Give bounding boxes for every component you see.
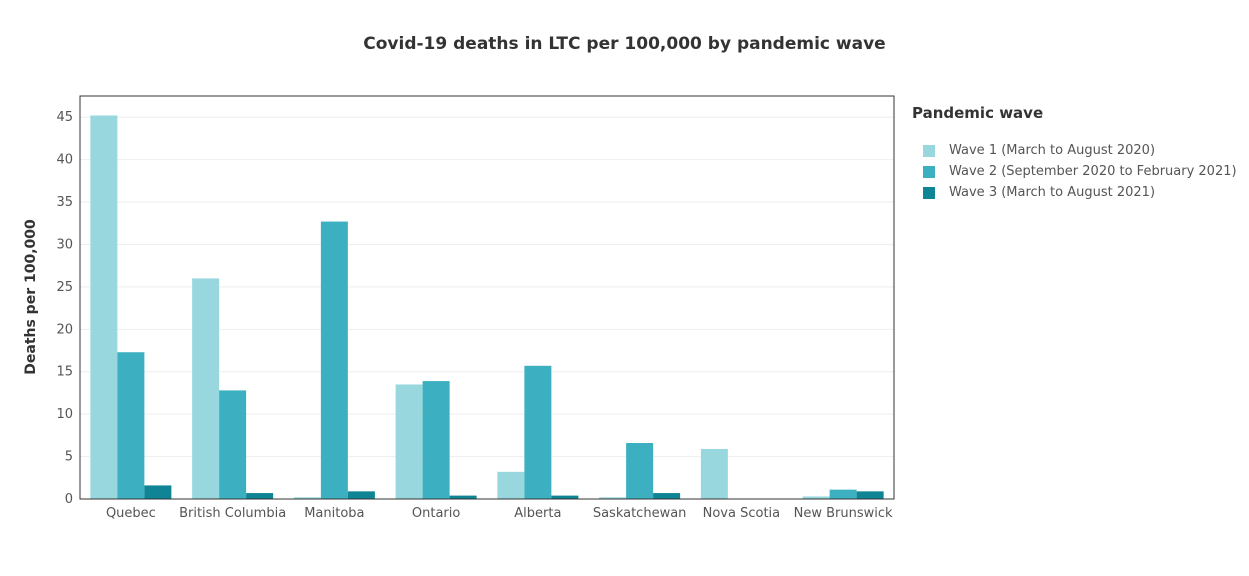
x-tick-label: Nova Scotia — [703, 506, 781, 521]
bar-quebec-wave-3 — [144, 485, 172, 499]
legend-label: Wave 2 (September 2020 to February 2021) — [949, 164, 1237, 179]
x-tick-label: British Columbia — [179, 506, 286, 521]
y-axis-ticks: 0 5 10 15 20 25 30 35 40 45 — [56, 110, 73, 507]
bar-alberta-wave-1 — [497, 471, 525, 499]
legend-item[interactable]: Wave 1 (March to August 2020) — [912, 140, 1237, 161]
bar-british-columbia-wave-2 — [219, 390, 247, 499]
y-tick-label: 15 — [56, 365, 73, 380]
bar-manitoba-wave-1 — [293, 497, 321, 499]
gridlines — [80, 116, 894, 458]
bar-new-brunswick-wave-2 — [829, 489, 857, 499]
x-tick-label: Quebec — [106, 506, 156, 521]
x-tick-label: Manitoba — [304, 506, 364, 521]
y-tick-label: 5 — [65, 450, 73, 465]
y-tick-label: 35 — [56, 195, 73, 210]
legend-label: Wave 1 (March to August 2020) — [949, 143, 1156, 158]
bar-new-brunswick-wave-3 — [856, 491, 884, 499]
y-tick-label: 30 — [56, 237, 73, 252]
bar-british-columbia-wave-1 — [192, 278, 220, 499]
plot-frame — [79, 95, 895, 500]
bar-ontario-wave-1 — [395, 384, 423, 499]
chart-title: Covid-19 deaths in LTC per 100,000 by pa… — [363, 34, 886, 54]
y-tick-label: 40 — [56, 153, 73, 168]
bar-saskatchewan-wave-1 — [599, 497, 627, 499]
bar-alberta-wave-2 — [524, 365, 552, 499]
x-tick-label: Ontario — [412, 506, 460, 521]
y-axis-label: Deaths per 100,000 — [23, 219, 39, 375]
bar-manitoba-wave-2 — [320, 221, 348, 499]
bar-new-brunswick-wave-1 — [802, 496, 830, 499]
legend: Pandemic wave Wave 1 (March to August 20… — [912, 104, 1237, 203]
y-tick-label: 25 — [56, 280, 73, 295]
legend-swatch — [923, 165, 935, 178]
bar-saskatchewan-wave-2 — [626, 443, 654, 499]
legend-swatch — [923, 186, 935, 199]
bars — [90, 115, 884, 500]
bar-ontario-wave-3 — [449, 495, 477, 499]
bar-quebec-wave-2 — [117, 352, 145, 499]
bar-quebec-wave-1 — [90, 115, 118, 500]
x-tick-label: Alberta — [514, 506, 561, 521]
bar-british-columbia-wave-3 — [246, 493, 274, 499]
x-tick-label: New Brunswick — [794, 506, 893, 521]
x-axis-ticks: Quebec British Columbia Manitoba Ontario Alb… — [106, 506, 893, 521]
legend-item[interactable]: Wave 2 (September 2020 to February 2021) — [912, 161, 1237, 182]
y-tick-label: 10 — [56, 407, 73, 422]
bar-nova-scotia-wave-1 — [700, 448, 728, 499]
legend-label: Wave 3 (March to August 2021) — [949, 185, 1156, 200]
bar-saskatchewan-wave-3 — [653, 493, 681, 499]
x-tick-label: Saskatchewan — [593, 506, 687, 521]
legend-title: Pandemic wave — [912, 104, 1044, 122]
y-tick-label: 45 — [56, 110, 73, 125]
bar-manitoba-wave-3 — [347, 491, 375, 499]
y-tick-label: 0 — [65, 492, 73, 507]
y-tick-label: 20 — [56, 322, 73, 337]
bar-alberta-wave-3 — [551, 495, 579, 499]
legend-items: Wave 1 (March to August 2020) Wave 2 (Sep… — [912, 140, 1237, 203]
legend-item[interactable]: Wave 3 (March to August 2021) — [912, 182, 1237, 203]
bar-ontario-wave-2 — [422, 381, 450, 499]
legend-swatch — [923, 144, 935, 157]
